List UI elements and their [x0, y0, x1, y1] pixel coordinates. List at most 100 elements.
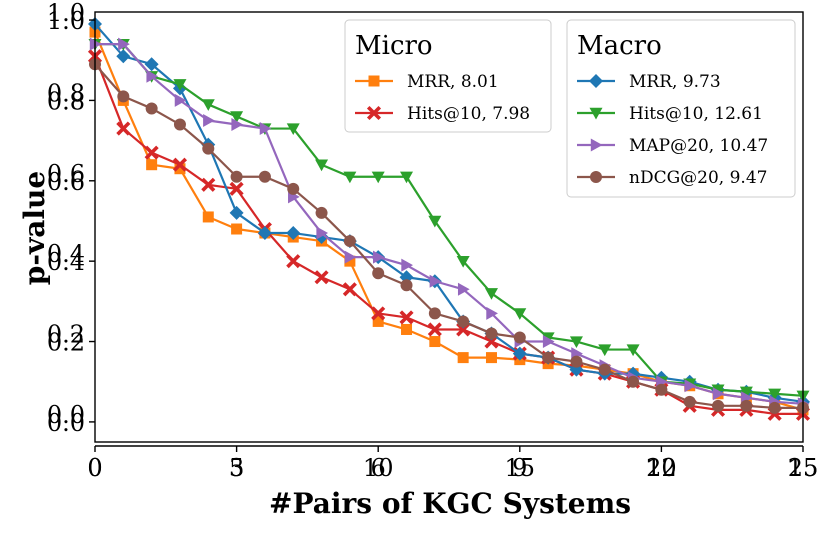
data-point [484, 288, 498, 300]
legend-title: Micro [355, 31, 433, 61]
legend-marker [590, 138, 603, 152]
data-point [542, 335, 555, 349]
x-tick-label: 15 [505, 454, 536, 482]
x-tick-label-overlay: 0 [87, 454, 102, 482]
y-tick-label: 0.8 [47, 87, 85, 115]
y-tick-label: 0.0 [47, 409, 85, 437]
y-tick-label: 0.4 [47, 248, 85, 276]
data-point [286, 123, 300, 136]
x-tick-label-overlay: 3 [229, 454, 244, 482]
data-point [286, 254, 301, 269]
data-point [570, 355, 583, 368]
legend-micro: Micro MRR, 8.01 Hits@10, 7.98 [344, 19, 552, 133]
data-point [372, 267, 385, 280]
data-point [229, 205, 244, 220]
data-point [344, 255, 356, 267]
data-point [457, 352, 469, 364]
x-tick-label: 0 [87, 454, 102, 482]
data-point [229, 181, 244, 196]
data-point [314, 270, 329, 285]
legend-marker [589, 74, 603, 88]
legend-label: Hits@10, 7.98 [407, 104, 530, 124]
data-point [400, 279, 413, 292]
y-tick-label-overlay: 1.0 [47, 0, 85, 27]
legend-marker [368, 75, 380, 87]
data-point [146, 69, 159, 83]
legend-macro: Macro MRR, 9.73 Hits@10, 12.61 MAP@20, 10.4… [566, 19, 796, 198]
data-point [287, 182, 300, 195]
data-point [429, 274, 442, 288]
data-point [315, 159, 329, 172]
legend-label: MRR, 9.73 [629, 72, 721, 92]
data-point [258, 170, 271, 183]
data-point [768, 388, 782, 401]
legend-box [566, 19, 796, 198]
data-point [598, 363, 611, 376]
data-point [202, 142, 215, 155]
data-point [230, 170, 243, 183]
axes-layer: 0.00.0 0.20.2 0.40.4 0.60.6 0.80.8 1.01.0 0 5 10… [47, 0, 818, 482]
data-point [598, 344, 612, 357]
data-point [401, 258, 414, 272]
data-point [259, 122, 272, 136]
data-point [230, 111, 244, 123]
data-point [201, 99, 215, 111]
y-tick-label: 0.6 [47, 168, 85, 196]
legend-marker [590, 171, 602, 183]
data-point [740, 399, 753, 412]
x-tick-label: 20 [646, 454, 677, 482]
data-point [372, 315, 384, 327]
series-5 [89, 58, 809, 414]
data-point [485, 327, 498, 340]
legend-layer: Micro MRR, 8.01 Hits@10, 7.98 Macro MRR, 9.7… [344, 19, 796, 198]
x-tick-label-overlay: 12 [646, 454, 677, 482]
data-point [144, 57, 159, 72]
y-tick-label-overlay: 0.8 [47, 79, 85, 107]
data-point [401, 323, 413, 335]
data-point [683, 395, 696, 408]
legend-label: MRR, 8.01 [407, 72, 499, 92]
data-point [144, 145, 159, 160]
data-point [286, 226, 301, 241]
data-point [371, 306, 386, 321]
data-point [457, 315, 470, 328]
data-point [456, 255, 470, 268]
data-point [117, 90, 130, 103]
data-point [457, 282, 470, 296]
data-point [173, 79, 187, 91]
data-point [315, 206, 328, 219]
y-tick-label-overlay: 0.0 [47, 401, 85, 429]
data-point [739, 386, 753, 399]
data-point [174, 163, 186, 175]
y-tick-label-overlay: 0.2 [47, 321, 85, 349]
data-point [485, 352, 497, 364]
data-point [172, 157, 188, 172]
legend-marker [589, 107, 603, 120]
data-point [427, 322, 442, 337]
data-point [712, 399, 725, 412]
data-point [173, 118, 186, 131]
legend-label: nDCG@20, 9.47 [629, 168, 767, 188]
data-point [231, 118, 244, 132]
x-tick-label: 10 [363, 454, 394, 482]
data-point [400, 171, 414, 184]
data-point [569, 336, 583, 349]
data-point [542, 351, 555, 364]
data-point [201, 177, 216, 192]
data-point [231, 223, 243, 235]
legend-label: MAP@20, 10.47 [629, 136, 768, 156]
legend-label: Hits@10, 12.61 [629, 104, 763, 124]
series-4 [89, 37, 810, 411]
data-point [174, 93, 187, 107]
data-point [118, 37, 130, 51]
data-point [428, 307, 441, 320]
data-point [626, 344, 640, 357]
x-tick-label: 25 [788, 454, 819, 482]
y-tick-label-overlay: 0.4 [47, 240, 85, 268]
data-point [373, 250, 385, 264]
y-tick-label: 0.2 [47, 329, 85, 357]
data-point [513, 331, 526, 344]
data-point [202, 211, 214, 223]
data-point [116, 49, 131, 64]
